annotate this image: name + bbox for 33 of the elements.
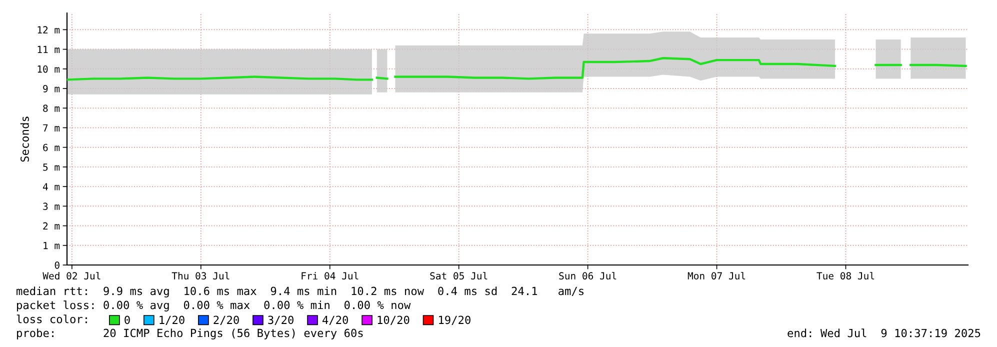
- y-tick-label: 6 m: [43, 144, 60, 152]
- x-tick-label: Sat 05 Jul: [430, 272, 488, 280]
- y-tick-label: 4 m: [42, 183, 60, 190]
- legend-label: 4/20: [322, 316, 348, 325]
- y-tick-label: 1 m: [44, 242, 60, 250]
- x-tick-label: Wed 02 Jul: [42, 272, 100, 280]
- y-tick-label: 2 m: [43, 222, 60, 230]
- legend-label: 19/20: [439, 316, 470, 325]
- legend-label: 0: [124, 316, 130, 324]
- x-tick-label: Tue 08 Jul: [816, 272, 874, 280]
- y-tick-label: 12 m: [38, 26, 60, 34]
- legend-label: 2/20: [214, 316, 239, 325]
- y-tick-label: 7 m: [43, 124, 60, 132]
- legend-label: 1/20: [160, 316, 184, 325]
- x-tick-label: Thu 03 Jul: [172, 272, 230, 280]
- text: end: Wed Jul 9 10:37:19 2025: [788, 328, 980, 338]
- y-tick-label: 0: [54, 262, 60, 269]
- y-axis-title: Seconds: [20, 116, 29, 162]
- x-tick-label: Sun 06 Jul: [559, 272, 616, 280]
- text: probe: 20 ICMP Echo Pings (56 Bytes) every 60s: [17, 328, 363, 340]
- x-tick-label: Mon 07 Jul: [688, 272, 746, 280]
- x-tick-label: Fri 04 Jul: [302, 272, 358, 280]
- y-tick-label: 3 m: [43, 202, 60, 210]
- text: median rtt: 9.9 ms avg 10.6 ms max 9.4 ms min 10.2 ms now 0.4 ms sd 24.1 am/s: [16, 286, 584, 298]
- legend-label: 10/20: [378, 316, 410, 325]
- y-tick-label: 8 m: [43, 104, 60, 112]
- legend-label: 3/20: [268, 316, 294, 325]
- legend-title: loss color:: [16, 314, 87, 324]
- text: packet loss: 0.00 % avg 0.00 % max 0.00 % min 0.00 % now: [17, 300, 411, 312]
- y-tick-label: 9 m: [43, 85, 60, 92]
- y-tick-label: 11 m: [38, 46, 60, 53]
- y-tick-label: 5 m: [43, 164, 60, 171]
- y-tick-label: 10 m: [38, 65, 60, 73]
